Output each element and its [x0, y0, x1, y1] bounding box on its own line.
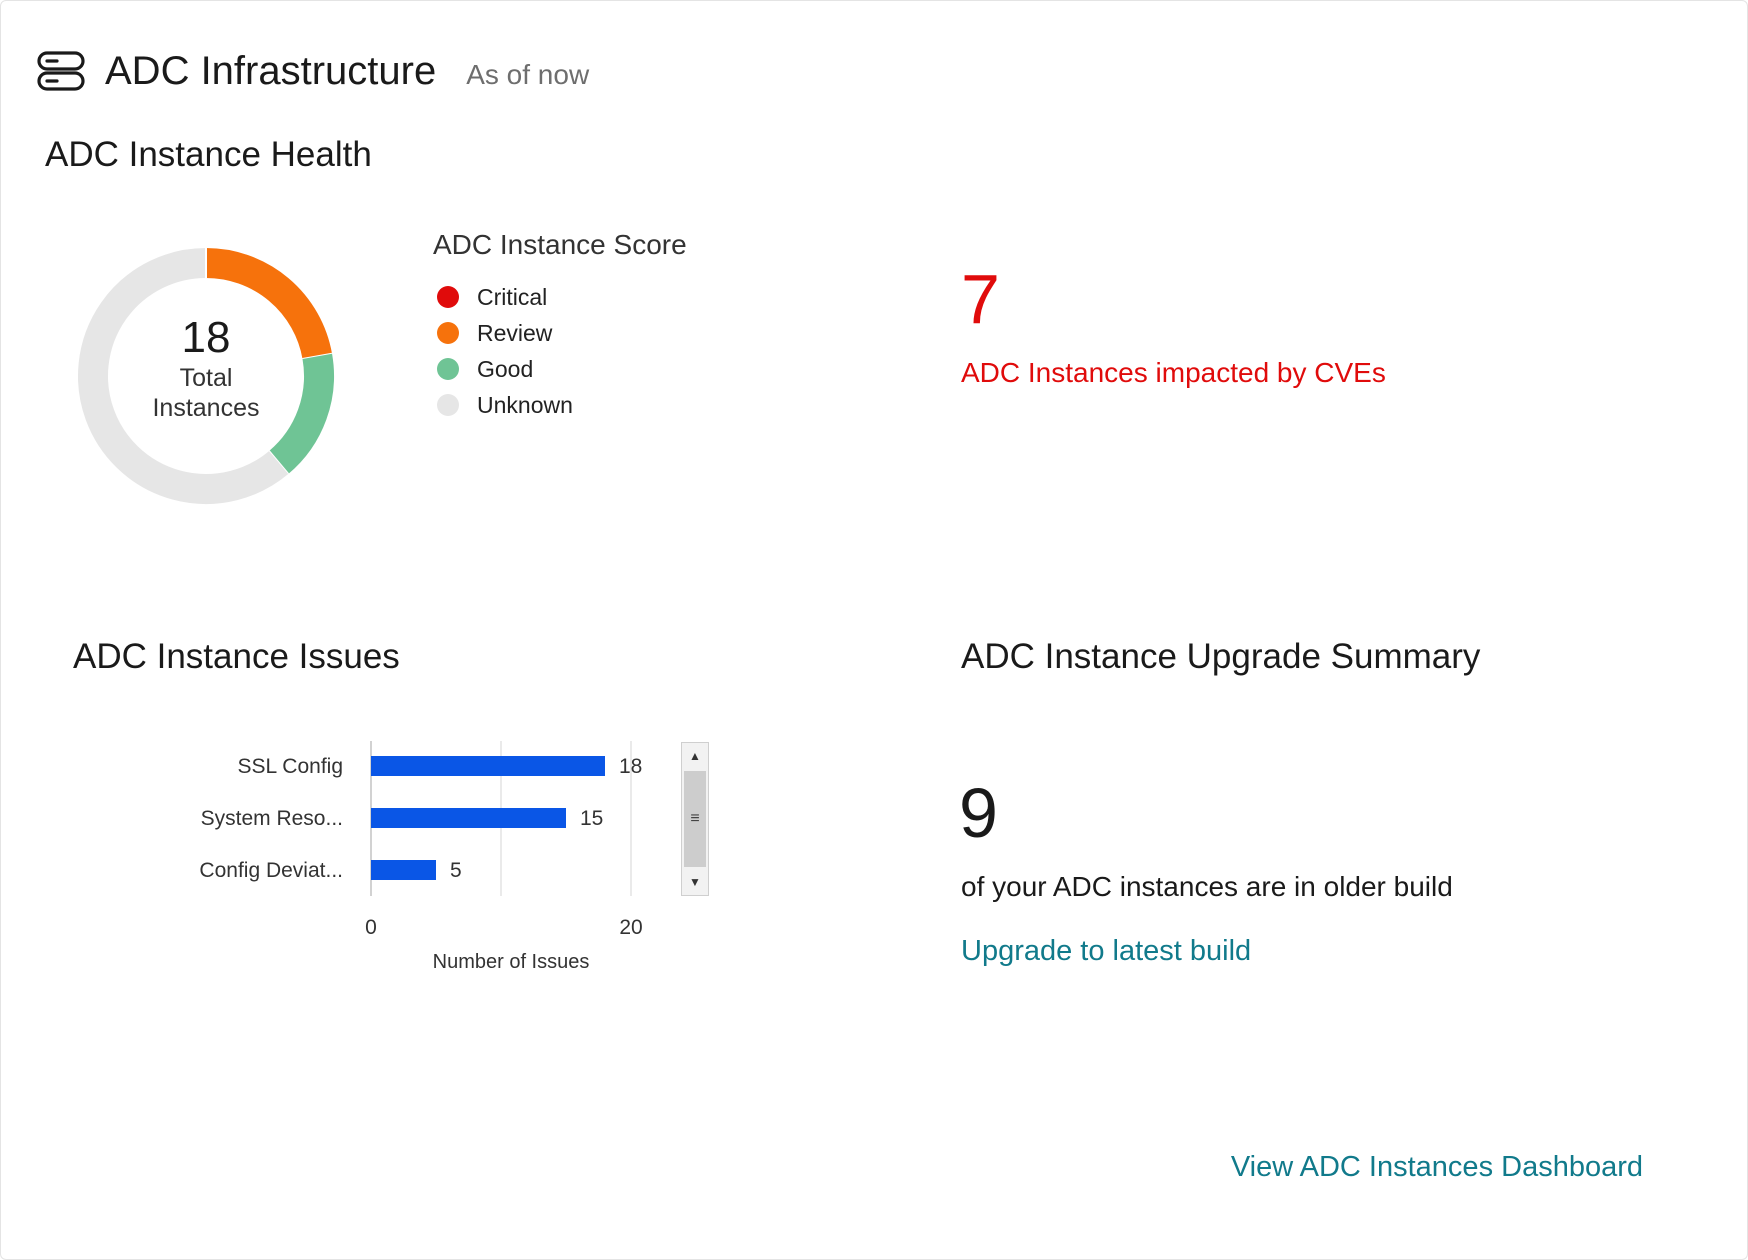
- legend-label: Critical: [477, 283, 548, 310]
- upgrade-section-title: ADC Instance Upgrade Summary: [961, 637, 1481, 676]
- legend-item-unknown[interactable]: Unknown: [433, 387, 687, 423]
- critical-dot-icon: [437, 286, 459, 308]
- cve-impacted-count[interactable]: 7: [961, 260, 1000, 338]
- older-build-count: 9: [959, 774, 998, 852]
- bar-value-label: 18: [619, 755, 642, 778]
- total-instances-count: 18: [181, 313, 231, 362]
- x-axis-label: Number of Issues: [433, 951, 590, 973]
- category-label: Config Deviat...: [199, 859, 343, 882]
- bar-value-label: 15: [580, 807, 603, 830]
- card-header: ADC Infrastructure As of now: [37, 41, 589, 101]
- issue-bar[interactable]: [371, 860, 436, 880]
- legend-label: Unknown: [477, 391, 573, 418]
- issues-bar-chart: SSL Config 18 System Reso... 15 Config Devia…: [199, 741, 643, 973]
- donut-slice-good[interactable]: [268, 353, 334, 475]
- health-donut-chart: 18 Total Instances: [71, 241, 341, 511]
- legend-item-review[interactable]: Review: [433, 315, 687, 351]
- review-dot-icon: [437, 322, 459, 344]
- x-tick-label: 20: [619, 916, 642, 939]
- server-icon: [37, 51, 85, 91]
- issue-bar[interactable]: [371, 756, 605, 776]
- x-tick-label: 0: [365, 916, 377, 939]
- legend-label: Good: [477, 355, 534, 382]
- legend-item-good[interactable]: Good: [433, 351, 687, 387]
- bar-value-label: 5: [450, 859, 462, 882]
- legend-item-critical[interactable]: Critical: [433, 279, 687, 315]
- legend-label: Review: [477, 319, 553, 346]
- unknown-dot-icon: [437, 394, 459, 416]
- scroll-down-arrow-icon[interactable]: ▼: [689, 875, 701, 889]
- category-label: SSL Config: [238, 755, 343, 778]
- total-instances-label: Total Instances: [71, 363, 341, 423]
- older-build-text: of your ADC instances are in older build: [961, 871, 1453, 902]
- page-subtitle: As of now: [466, 59, 590, 90]
- donut-separator: [302, 352, 333, 360]
- chart-scrollbar[interactable]: ▲ ≡ ▼: [681, 742, 709, 896]
- issues-section-title: ADC Instance Issues: [73, 637, 400, 676]
- donut-center: 18 Total Instances: [71, 241, 341, 511]
- view-dashboard-link[interactable]: View ADC Instances Dashboard: [1230, 1151, 1643, 1183]
- cve-impacted-label: ADC Instances impacted by CVEs: [961, 357, 1386, 388]
- scroll-thumb-grip-icon[interactable]: ≡: [684, 771, 706, 867]
- scroll-up-arrow-icon[interactable]: ▲: [689, 749, 701, 763]
- donut-slice-review[interactable]: [205, 248, 333, 360]
- score-legend: ADC Instance Score Critical Review Good …: [433, 229, 687, 423]
- good-dot-icon: [437, 358, 459, 380]
- category-label: System Reso...: [201, 807, 343, 830]
- donut-slice-unknown[interactable]: [78, 248, 289, 504]
- upgrade-build-link[interactable]: Upgrade to latest build: [961, 935, 1252, 967]
- issue-bar[interactable]: [371, 808, 566, 828]
- page-title: ADC Infrastructure: [105, 48, 437, 93]
- donut-svg: [78, 248, 334, 504]
- health-section-title: ADC Instance Health: [45, 135, 372, 174]
- total-label-line2: Instances: [152, 394, 260, 422]
- total-label-line1: Total: [179, 364, 233, 392]
- legend-title: ADC Instance Score: [433, 229, 687, 260]
